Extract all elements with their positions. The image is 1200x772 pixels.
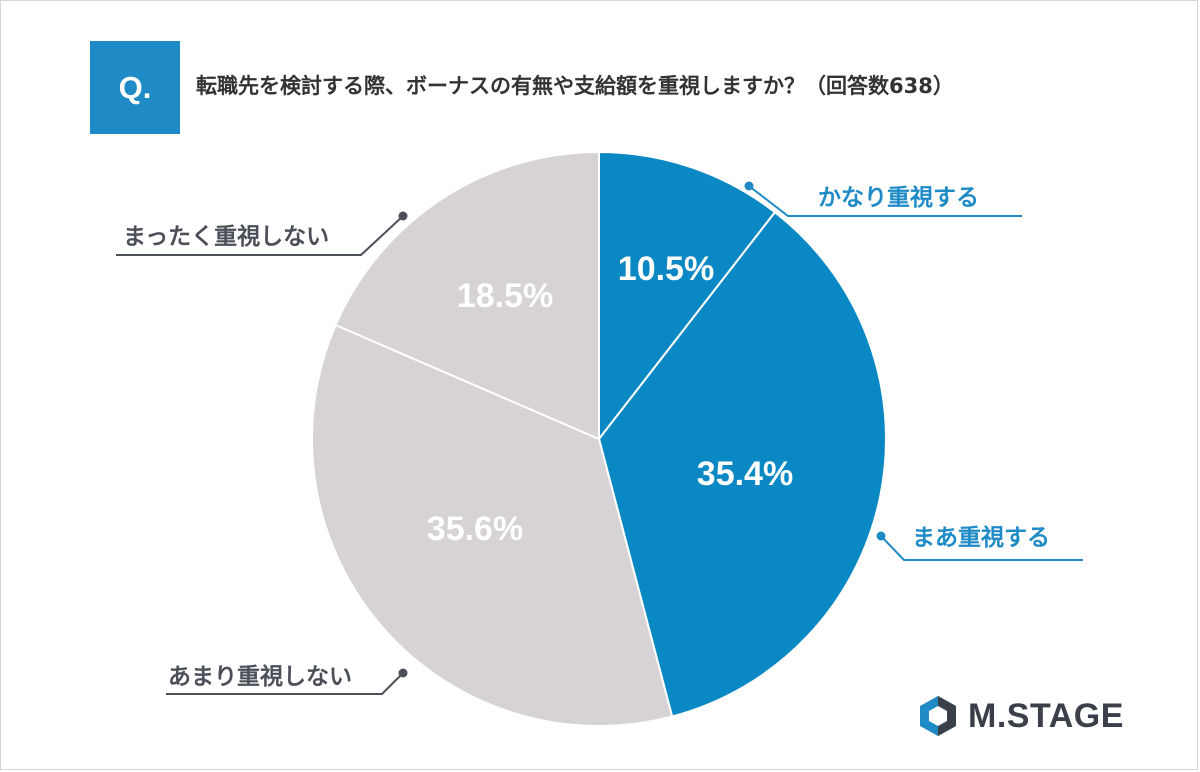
leader-line <box>748 185 1022 217</box>
leader-dot <box>876 531 886 541</box>
slice-value-label: 35.6% <box>427 510 523 548</box>
slice-category-label: まったく重視しない <box>123 224 329 250</box>
pie-slice <box>597 210 887 718</box>
hexagon-logo-icon <box>920 696 956 736</box>
question-badge: Q. <box>90 41 180 134</box>
pie-slice <box>598 150 777 442</box>
logo-text: M.STAGE <box>968 696 1124 735</box>
question-text: 転職先を検討する際、ボーナスの有無や支給額を重視しますか？（回答数638） <box>196 74 954 98</box>
leader-line <box>116 215 404 256</box>
pie-slice <box>311 323 674 727</box>
brand-logo: M.STAGE <box>916 694 1124 738</box>
slice-value-label: 10.5% <box>618 250 714 288</box>
leader-dot <box>398 668 408 678</box>
slice-value-label: 18.5% <box>457 277 553 315</box>
leader-dot <box>398 211 408 221</box>
slice-category-label: まあ重視する <box>912 525 1050 551</box>
leader-dot <box>744 181 754 191</box>
leader-line <box>880 535 1083 561</box>
slice-category-label: かなり重視する <box>818 185 979 211</box>
leader-line <box>166 672 404 695</box>
pie-slice <box>334 150 600 441</box>
slice-value-label: 35.4% <box>697 455 793 493</box>
slice-category-label: あまり重視しない <box>168 664 352 690</box>
